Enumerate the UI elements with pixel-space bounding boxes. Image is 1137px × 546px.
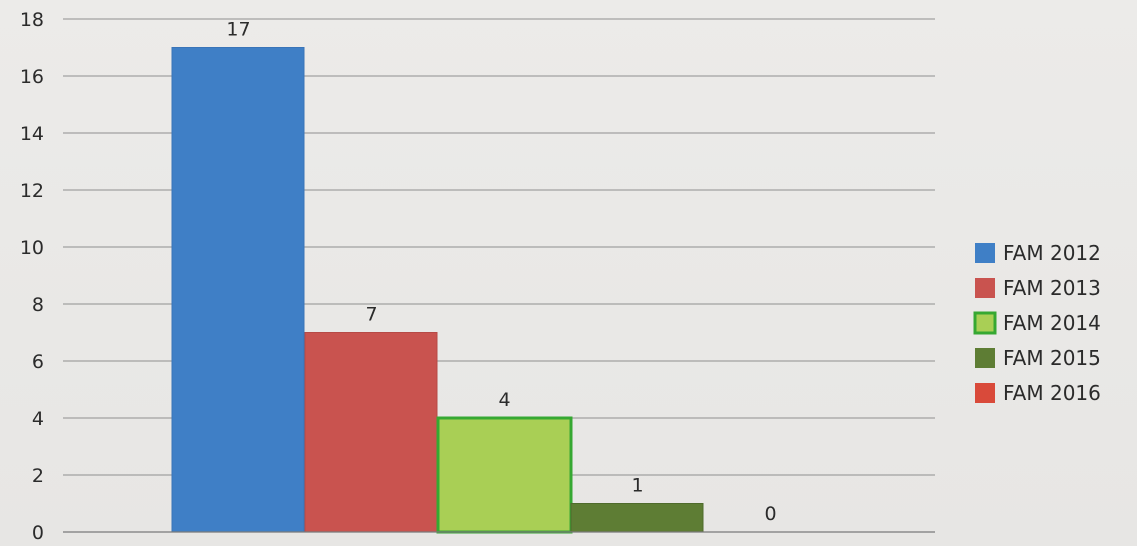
- bar-fam-2012: [171, 47, 305, 533]
- data-label-fam-2015: 1: [631, 475, 643, 497]
- legend: FAM 2012 FAM 2013 FAM 2014 FAM 2015 FAM 2016: [973, 241, 1101, 405]
- y-tick-label: 0: [32, 522, 44, 544]
- legend-label-fam-2016: FAM 2016: [1003, 381, 1101, 405]
- legend-label-fam-2015: FAM 2015: [1003, 346, 1101, 370]
- y-tick-label: 14: [20, 123, 44, 145]
- legend-label-fam-2013: FAM 2013: [1003, 276, 1101, 300]
- y-axis-tick-labels: 0 2 4 6 8 10 12 14 16 18: [20, 9, 44, 544]
- legend-label-fam-2012: FAM 2012: [1003, 241, 1101, 265]
- y-tick-label: 6: [32, 351, 44, 373]
- bars: [171, 47, 704, 534]
- legend-label-fam-2014: FAM 2014: [1003, 311, 1101, 335]
- legend-swatch-fam-2015: [975, 348, 995, 368]
- data-label-fam-2012: 17: [226, 19, 250, 41]
- y-tick-label: 18: [20, 9, 44, 31]
- bar-fam-2013: [304, 332, 438, 533]
- data-labels: 17 7 4 1 0: [226, 19, 776, 526]
- legend-swatch-fam-2013: [975, 278, 995, 298]
- y-tick-label: 8: [32, 294, 44, 316]
- data-label-fam-2014: 4: [498, 389, 510, 411]
- legend-swatch-fam-2016: [975, 383, 995, 403]
- legend-swatch-fam-2012: [975, 243, 995, 263]
- y-tick-label: 10: [20, 237, 44, 259]
- data-label-fam-2013: 7: [365, 304, 377, 326]
- data-label-fam-2016: 0: [764, 503, 776, 525]
- y-tick-label: 4: [32, 408, 44, 430]
- bar-fam-2014: [436, 416, 573, 534]
- y-tick-label: 12: [20, 180, 44, 202]
- y-tick-label: 16: [20, 66, 44, 88]
- bar-fam-2015: [570, 503, 704, 533]
- legend-swatch-fam-2014: [973, 311, 997, 335]
- y-tick-label: 2: [32, 465, 44, 487]
